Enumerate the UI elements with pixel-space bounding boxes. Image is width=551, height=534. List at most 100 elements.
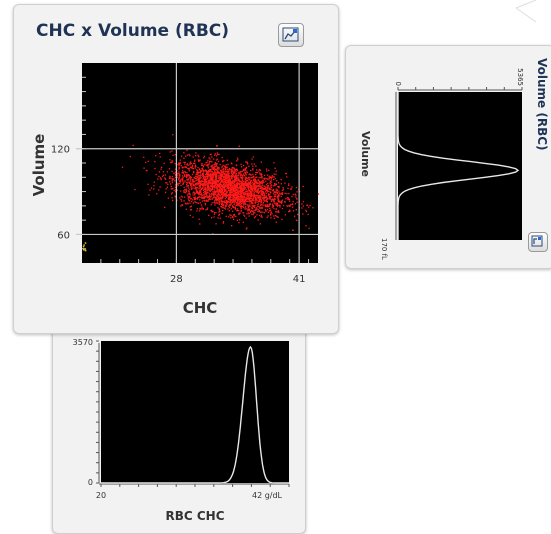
scatter-point: [215, 178, 217, 181]
scatter-point: [205, 180, 207, 182]
scatter-point: [211, 181, 214, 183]
scatter-point: [243, 186, 245, 188]
scatter-point: [185, 192, 187, 194]
scatter-point: [256, 197, 258, 199]
scatter-point: [199, 168, 201, 171]
scatter-point: [243, 164, 245, 167]
scatter-point: [208, 171, 210, 173]
scatter-point: [191, 167, 193, 170]
scatter-point: [221, 169, 223, 171]
scatter-point: [262, 179, 264, 181]
scatter-point: [222, 176, 225, 179]
scatter-point: [218, 189, 220, 191]
scatter-point: [224, 189, 226, 191]
scatter-point: [240, 181, 242, 183]
scatter-point: [190, 205, 192, 207]
scatter-point: [264, 208, 266, 211]
scatter-point: [261, 174, 263, 176]
scatter-point: [197, 166, 199, 169]
scatter-point: [232, 210, 234, 212]
scatter-point: [174, 154, 176, 156]
scatter-point: [248, 165, 250, 167]
scatter-point: [171, 162, 173, 164]
scatter-point: [277, 204, 280, 206]
corner-decoration: [515, 0, 537, 23]
scatter-point: [247, 198, 249, 200]
scatter-point: [254, 191, 256, 194]
scatter-point: [172, 134, 174, 136]
scatter-point: [193, 184, 195, 186]
scatter-point: [243, 202, 245, 205]
scatter-point: [234, 179, 236, 181]
expand-chart-button[interactable]: [278, 23, 304, 47]
scatter-point: [175, 171, 177, 173]
scatter-point: [220, 197, 222, 199]
scatter-point: [273, 162, 275, 164]
scatter-point: [231, 167, 233, 169]
scatter-point: [252, 195, 254, 197]
scatter-point: [232, 171, 234, 173]
scatter-point: [158, 189, 160, 191]
scatter-point: [265, 180, 267, 182]
scatter-point: [227, 194, 229, 196]
scatter-point: [206, 192, 208, 194]
scatter-point: [258, 205, 260, 208]
scatter-point: [241, 190, 243, 192]
scatter-point: [221, 171, 223, 173]
scatter-point: [218, 211, 220, 213]
scatter-point: [262, 203, 264, 205]
scatter-point: [183, 200, 185, 202]
scatter-point: [309, 204, 311, 207]
scatter-point: [199, 181, 201, 183]
expand-chart-button[interactable]: [528, 232, 548, 252]
scatter-point: [178, 172, 180, 175]
scatter-point: [216, 187, 218, 189]
scatter-point: [209, 153, 211, 156]
scatter-point: [196, 184, 198, 186]
scatter-point: [281, 218, 283, 221]
scatter-point: [260, 211, 262, 213]
scatter-point: [211, 170, 213, 173]
scatter-point: [226, 188, 228, 190]
scatter-point: [177, 184, 179, 186]
scatter-point: [184, 163, 186, 165]
scatter-point: [258, 170, 260, 172]
scatter-point: [250, 196, 252, 199]
scatter-point: [249, 202, 251, 204]
scatter-point: [171, 192, 173, 194]
scatter-point: [244, 184, 246, 186]
scatter-point: [280, 193, 282, 195]
scatter-point: [230, 170, 232, 172]
scatter-point: [200, 183, 202, 185]
scatter-point: [211, 166, 213, 168]
scatter-point: [203, 191, 205, 194]
scatter-point: [233, 170, 235, 172]
scatter-point: [257, 179, 259, 182]
scatter-point: [243, 173, 245, 175]
scatter-point: [276, 192, 278, 195]
scatter-point: [203, 185, 205, 187]
scatter-point: [270, 188, 272, 191]
scatter-point: [271, 206, 273, 208]
scatter-point: [278, 200, 281, 202]
scatter-point: [237, 189, 239, 191]
scatter-point: [209, 178, 211, 181]
scatter-point: [202, 183, 204, 185]
scatter-point: [219, 189, 222, 191]
scatter-point: [209, 180, 211, 182]
scatter-point: [225, 204, 227, 207]
scatter-point: [220, 170, 222, 173]
scatter-point: [257, 183, 259, 185]
scatter-point: [198, 193, 200, 196]
scatter-point: [212, 190, 214, 192]
scatter-point: [174, 163, 176, 165]
scatter-point: [273, 200, 275, 203]
scatter-point: [264, 185, 266, 187]
scatter-point: [221, 188, 223, 190]
scatter-point: [254, 179, 256, 182]
scatter-point: [237, 159, 239, 161]
scatter-point: [191, 166, 193, 169]
scatter-point: [272, 206, 275, 208]
scatter-point: [197, 175, 200, 177]
scatter-point: [230, 186, 232, 188]
